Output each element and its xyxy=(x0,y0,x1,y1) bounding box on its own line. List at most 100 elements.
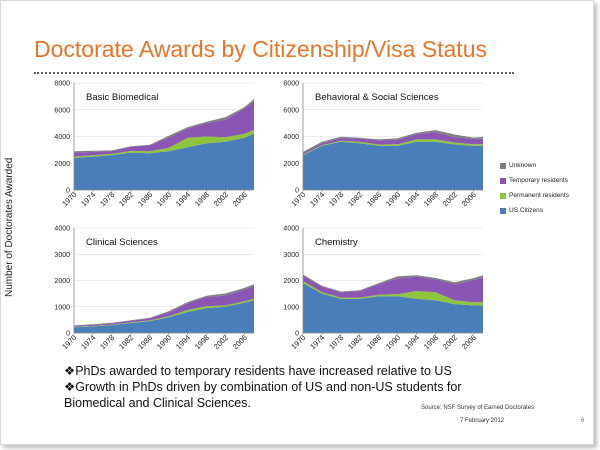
x-tick-label: 1998 xyxy=(193,190,211,208)
x-tick-label: 1970 xyxy=(289,190,307,208)
y-tick-label: 2000 xyxy=(283,278,299,285)
x-tick-label: 1978 xyxy=(327,333,345,351)
x-tick-label: 1970 xyxy=(289,333,307,351)
bullet-1: ❖PhDs awarded to temporary residents hav… xyxy=(64,364,452,378)
x-tick-label: 2002 xyxy=(441,333,459,351)
source-note: Source: NSF Survey of Earned Doctorates xyxy=(421,405,535,411)
x-tick-label: 1990 xyxy=(384,333,402,351)
y-tick-label: 8000 xyxy=(283,81,299,88)
area-series-1 xyxy=(303,283,483,333)
area-series-4 xyxy=(303,274,483,293)
x-tick-label: 1982 xyxy=(346,333,364,351)
y-tick-label: 1000 xyxy=(54,304,70,311)
legend-swatch xyxy=(500,177,506,184)
y-tick-label: 2000 xyxy=(54,161,70,168)
y-tick-label: 1000 xyxy=(283,304,299,311)
panel-title: Behavioral & Social Sciences xyxy=(315,92,439,103)
title-divider xyxy=(34,72,514,74)
x-tick-label: 1974 xyxy=(79,190,97,208)
legend-item-unknown: Unknown xyxy=(500,158,569,173)
bullet-3: Biomedical and Clinical Sciences. xyxy=(64,396,251,410)
area-series-2 xyxy=(303,281,483,306)
legend-swatch xyxy=(500,192,506,199)
x-tick-label: 1978 xyxy=(98,190,116,208)
y-tick-label: 2000 xyxy=(54,278,70,285)
legend-item-permanent: Permanent residents xyxy=(500,188,569,203)
x-tick-label: 1986 xyxy=(365,333,383,351)
x-tick-label: 2006 xyxy=(460,190,478,208)
x-tick-label: 1994 xyxy=(174,333,192,351)
x-tick-label: 1994 xyxy=(403,190,421,208)
x-tick-label: 1986 xyxy=(136,333,154,351)
area-series-3 xyxy=(74,101,254,157)
x-tick-label: 1978 xyxy=(327,190,345,208)
panel-title: Clinical Sciences xyxy=(86,237,158,248)
x-tick-label: 1998 xyxy=(422,190,440,208)
slide-frame xyxy=(0,0,594,445)
x-tick-label: 2002 xyxy=(212,333,230,351)
x-tick-label: 1986 xyxy=(136,190,154,208)
date-note: 7 February 2012 xyxy=(460,418,505,424)
x-tick-label: 1986 xyxy=(365,190,383,208)
slide-title: Doctorate Awards by Citizenship/Visa Sta… xyxy=(34,36,487,62)
x-tick-label: 2006 xyxy=(231,190,249,208)
x-tick-label: 1990 xyxy=(155,333,173,351)
area-series-3 xyxy=(303,275,483,303)
x-tick-label: 1994 xyxy=(403,333,421,351)
y-tick-label: 3000 xyxy=(283,252,299,259)
y-tick-label: 6000 xyxy=(54,107,70,114)
x-tick-label: 1998 xyxy=(422,333,440,351)
y-tick-label: 4000 xyxy=(283,134,299,141)
area-series-1 xyxy=(303,141,483,190)
x-tick-label: 1994 xyxy=(174,190,192,208)
panel-title: Chemistry xyxy=(315,237,358,248)
area-series-1 xyxy=(74,300,254,333)
area-series-3 xyxy=(303,132,483,155)
x-tick-label: 1970 xyxy=(60,333,78,351)
bullet-2: ❖Growth in PhDs driven by combination of… xyxy=(64,380,462,394)
y-tick-label: 0 xyxy=(295,188,299,195)
y-tick-label: 4000 xyxy=(283,226,299,233)
x-tick-label: 2006 xyxy=(231,333,249,351)
x-tick-label: 1974 xyxy=(308,190,326,208)
area-series-1 xyxy=(74,133,254,190)
page-number: 6 xyxy=(581,418,585,424)
x-tick-label: 1982 xyxy=(117,190,135,208)
x-tick-label: 1990 xyxy=(384,190,402,208)
y-tick-label: 8000 xyxy=(54,81,70,88)
x-tick-label: 1974 xyxy=(79,333,97,351)
x-tick-label: 1974 xyxy=(308,333,326,351)
y-tick-label: 4000 xyxy=(54,226,70,233)
x-tick-label: 2002 xyxy=(441,190,459,208)
y-tick-label: 2000 xyxy=(283,161,299,168)
x-tick-label: 1978 xyxy=(98,333,116,351)
x-tick-label: 2006 xyxy=(460,333,478,351)
y-tick-label: 0 xyxy=(295,331,299,338)
x-tick-label: 1982 xyxy=(117,333,135,351)
legend-label: Permanent residents xyxy=(509,192,569,199)
legend-label: Unknown xyxy=(509,162,537,169)
y-tick-label: 6000 xyxy=(283,107,299,114)
legend-item-temporary: Temporary residents xyxy=(500,173,569,188)
legend-label: Temporary residents xyxy=(509,177,568,184)
y-tick-label: 3000 xyxy=(54,252,70,259)
x-tick-label: 1990 xyxy=(155,190,173,208)
legend: Unknown Temporary residents Permanent re… xyxy=(500,158,569,218)
bullet-list: ❖PhDs awarded to temporary residents hav… xyxy=(64,363,504,411)
y-tick-label: 0 xyxy=(66,188,70,195)
legend-label: US Citizens xyxy=(509,207,543,214)
y-tick-label: 0 xyxy=(66,331,70,338)
x-tick-label: 1998 xyxy=(193,333,211,351)
x-tick-label: 1970 xyxy=(60,190,78,208)
legend-item-us: US Citizens xyxy=(500,203,569,218)
x-tick-label: 1982 xyxy=(346,190,364,208)
legend-swatch xyxy=(500,162,506,169)
legend-swatch xyxy=(500,207,506,214)
area-series-2 xyxy=(74,129,254,158)
